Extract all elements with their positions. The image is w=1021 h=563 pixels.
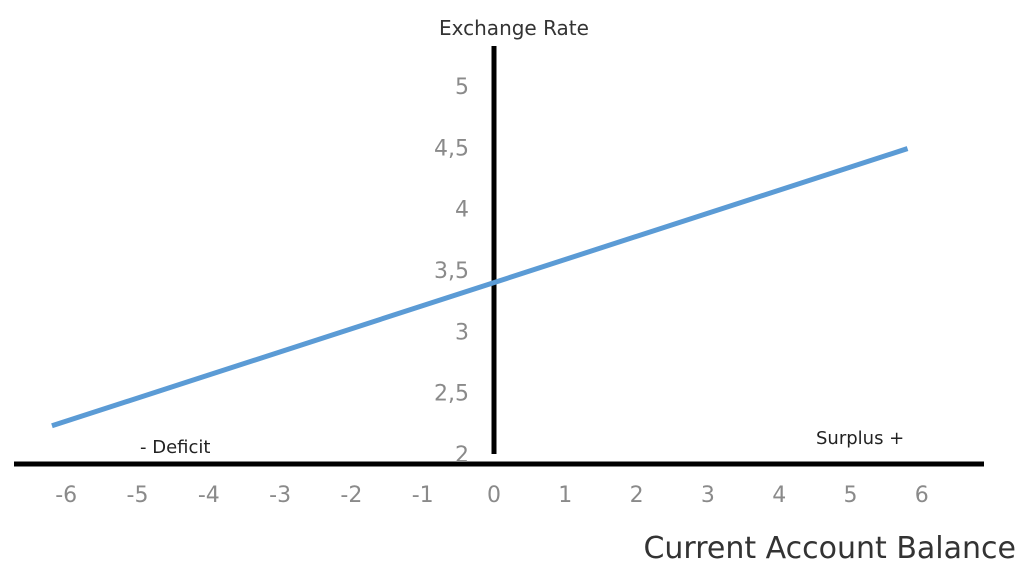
y-tick-label: 4 bbox=[455, 198, 469, 223]
y-tick-label: 2 bbox=[455, 443, 469, 468]
x-tick-label: -2 bbox=[340, 483, 362, 508]
x-tick-label: -4 bbox=[198, 483, 220, 508]
x-tick-label: 2 bbox=[630, 483, 644, 508]
y-tick-labels: 2 2,5 3 3,5 4 4,5 5 bbox=[434, 75, 469, 468]
surplus-label: Surplus + bbox=[816, 428, 904, 449]
x-tick-label: 4 bbox=[772, 483, 786, 508]
y-axis-title: Exchange Rate bbox=[439, 16, 589, 40]
x-tick-label: 5 bbox=[844, 483, 858, 508]
series-layer bbox=[51, 146, 909, 429]
x-tick-label: -3 bbox=[269, 483, 291, 508]
series-line bbox=[51, 146, 909, 429]
deficit-label: - Deficit bbox=[140, 437, 210, 458]
x-tick-label: -1 bbox=[412, 483, 434, 508]
x-tick-label: 3 bbox=[701, 483, 715, 508]
x-tick-labels: -6 -5 -4 -3 -2 -1 0 1 2 3 4 5 6 bbox=[55, 483, 929, 508]
y-tick-label: 4,5 bbox=[434, 136, 469, 161]
x-tick-label: 0 bbox=[487, 483, 501, 508]
y-tick-label: 2,5 bbox=[434, 382, 469, 407]
y-tick-label: 3,5 bbox=[434, 259, 469, 284]
x-tick-label: 6 bbox=[915, 483, 929, 508]
y-tick-label: 5 bbox=[455, 75, 469, 100]
x-tick-label: -5 bbox=[127, 483, 149, 508]
y-tick-label: 3 bbox=[455, 320, 469, 345]
x-axis-title: Current Account Balance bbox=[643, 531, 1016, 563]
x-tick-label: 1 bbox=[558, 483, 572, 508]
x-tick-label: -6 bbox=[55, 483, 77, 508]
